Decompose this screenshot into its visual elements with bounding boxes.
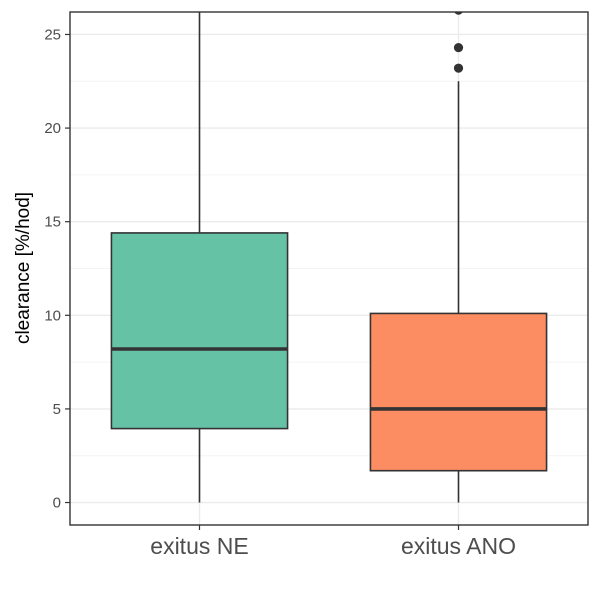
outlier-point	[453, 42, 464, 53]
box-group	[110, 12, 289, 503]
outlier-point	[453, 63, 464, 73]
y-tick-label: 0	[53, 495, 61, 512]
panel-border	[69, 11, 589, 526]
x-category-label: exitus ANO	[401, 533, 516, 559]
box-iqr	[110, 232, 289, 430]
box-layer	[110, 12, 548, 503]
y-tick-label: 20	[44, 120, 61, 137]
box-iqr	[369, 312, 548, 472]
y-axis-title: clearance [%/hod]	[13, 192, 34, 344]
y-axis: 0 5 10 15 20 25	[44, 26, 70, 512]
x-category-label: exitus NE	[150, 533, 248, 559]
y-tick-label: 25	[44, 26, 61, 43]
x-axis: exitus NE exitus ANO	[150, 525, 516, 559]
y-tick-label: 10	[44, 307, 61, 324]
y-tick-label: 5	[53, 401, 61, 418]
y-tick-label: 15	[44, 214, 61, 231]
box-group	[369, 12, 548, 503]
